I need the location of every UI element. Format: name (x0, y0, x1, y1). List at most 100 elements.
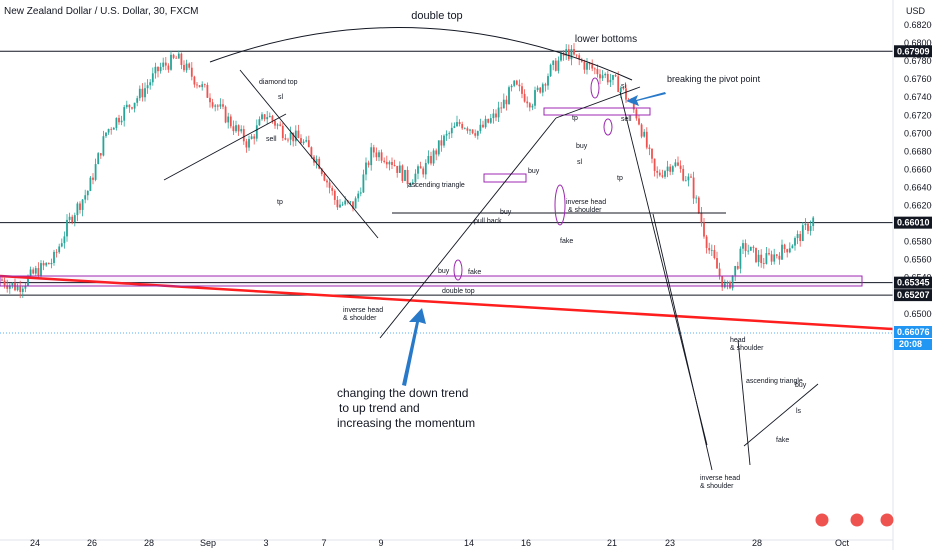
economic-event-icon[interactable] (879, 512, 895, 528)
candle-body (79, 203, 81, 210)
annotation-label: sl (278, 94, 284, 101)
candle-body (729, 282, 731, 289)
candle-body (718, 268, 721, 276)
candle-body (326, 180, 328, 183)
candle-body (752, 246, 755, 248)
economic-event-icon[interactable] (814, 512, 830, 528)
candle-body (401, 165, 404, 181)
candle-body (775, 254, 778, 256)
annotation-label: buy (576, 143, 588, 150)
pattern-ellipse (590, 77, 600, 99)
candle-body (76, 203, 79, 216)
candle-body (708, 247, 711, 251)
annotation-label: double top (411, 10, 462, 22)
candle-body (653, 158, 656, 171)
candle-body (29, 269, 32, 277)
candle-body (536, 87, 539, 91)
candle-body (508, 87, 510, 105)
candle-body (193, 76, 196, 85)
x-tick-label: Oct (835, 538, 850, 548)
candle-body (144, 88, 146, 98)
level-price-tag (894, 276, 932, 289)
candle-body (567, 49, 570, 60)
candle-body (502, 99, 505, 109)
candle-body (235, 125, 237, 132)
candle-body (445, 133, 448, 136)
candle-body (159, 66, 162, 72)
annotation-label: sell (621, 116, 632, 123)
candle-body (799, 234, 802, 242)
candle-body (515, 80, 518, 85)
candle-body (45, 262, 48, 266)
candle-body (404, 169, 406, 181)
candle-body (796, 234, 799, 239)
candle-body (648, 147, 651, 149)
candle-body (289, 132, 292, 140)
candle-body (359, 192, 362, 194)
candle-body (495, 113, 497, 118)
current-price-label: 0.66076 (897, 327, 930, 337)
candle-body (526, 101, 529, 104)
candle-body (666, 166, 669, 172)
candle-body (320, 168, 323, 175)
candle-body (687, 176, 690, 181)
countdown-label: 20:08 (899, 339, 922, 349)
annotation-label: ascending triangle (746, 378, 803, 385)
candle-body (570, 49, 573, 60)
candle-body (190, 67, 193, 77)
candle-body (450, 127, 453, 134)
candle-body (419, 166, 422, 169)
candle-body (783, 244, 786, 250)
candle-body (253, 136, 256, 139)
candle-body (635, 109, 638, 119)
candle-body (622, 87, 625, 89)
economic-event-icon[interactable] (849, 512, 865, 528)
candle-body (34, 268, 37, 274)
candle-body (565, 49, 568, 56)
momentum-arrow-icon (402, 308, 426, 386)
price-axis[interactable] (893, 0, 932, 550)
candle-body (406, 169, 409, 185)
candle-body (388, 162, 391, 165)
candle-body (692, 177, 695, 199)
long-trendline (0, 274, 894, 331)
candle-body (40, 263, 42, 277)
candle-body (422, 168, 425, 175)
candle-body (21, 288, 24, 292)
candle-body (133, 102, 136, 109)
candle-body (424, 162, 427, 175)
candle-body (84, 195, 87, 200)
annotation-label: & shoulder (700, 483, 734, 490)
pattern-line (555, 86, 641, 119)
candle-body (768, 253, 770, 255)
candle-body (632, 101, 635, 110)
candle-body (105, 132, 107, 137)
candle-body (219, 104, 222, 107)
candle-body (149, 82, 152, 86)
candle-body (489, 118, 492, 123)
candle-body (248, 138, 250, 148)
candle-body (157, 66, 159, 72)
candle-body (773, 254, 776, 262)
level-price-tag (894, 45, 932, 58)
candle-body (287, 139, 289, 141)
candle-body (281, 125, 284, 139)
candle-body (523, 93, 526, 102)
annotation-label: buy (528, 168, 540, 175)
candle-body (224, 106, 227, 123)
candle-body (175, 57, 178, 59)
candle-body (547, 76, 549, 86)
candle-body (788, 248, 791, 253)
candle-body (487, 118, 490, 123)
candle-body (593, 68, 596, 70)
candle-body (339, 204, 341, 208)
candle-body (60, 243, 63, 247)
candle-body (274, 120, 276, 126)
candle-body (786, 249, 789, 253)
annotation-label: buy (795, 382, 807, 389)
candle-body (453, 126, 456, 128)
